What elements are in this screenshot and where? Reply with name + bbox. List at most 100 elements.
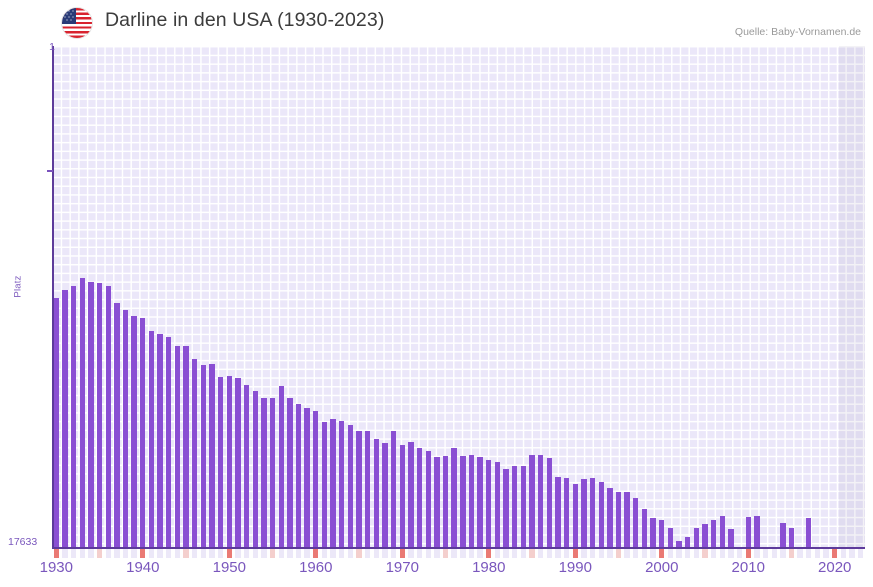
bar[interactable] [494, 462, 501, 549]
bar[interactable] [468, 455, 475, 549]
bar[interactable] [226, 375, 232, 549]
bar[interactable] [356, 430, 362, 549]
bar[interactable] [416, 448, 423, 549]
bar[interactable] [373, 438, 379, 549]
bar[interactable] [581, 479, 587, 549]
bar[interactable] [166, 336, 172, 549]
x-axis-tick [728, 549, 734, 558]
bar[interactable] [70, 286, 77, 549]
bar[interactable] [140, 317, 146, 549]
bar[interactable] [382, 443, 388, 549]
x-axis-tick [217, 549, 224, 558]
bar[interactable] [122, 309, 129, 549]
bar[interactable] [607, 487, 613, 549]
bar[interactable] [572, 484, 578, 549]
bar[interactable] [650, 518, 656, 549]
bar[interactable] [192, 358, 198, 549]
bar[interactable] [537, 454, 544, 549]
bar[interactable] [477, 457, 483, 549]
bar[interactable] [209, 364, 215, 549]
bar[interactable] [330, 418, 336, 549]
bar[interactable] [745, 516, 751, 549]
bar[interactable] [79, 277, 85, 549]
bar[interactable] [62, 289, 68, 549]
bar[interactable] [702, 523, 708, 549]
x-axis-tick [529, 549, 535, 558]
bar[interactable] [105, 285, 111, 549]
bar[interactable] [408, 442, 414, 549]
bar[interactable] [390, 430, 397, 549]
bar[interactable] [148, 330, 155, 549]
bar[interactable] [295, 403, 302, 549]
bar[interactable] [546, 457, 552, 549]
bar[interactable] [806, 517, 812, 549]
bar[interactable] [243, 385, 250, 549]
bar[interactable] [460, 455, 466, 549]
bar[interactable] [313, 411, 319, 549]
bar[interactable] [399, 444, 405, 549]
x-axis-tick [710, 549, 717, 558]
bar[interactable] [754, 516, 760, 549]
bar[interactable] [486, 460, 492, 549]
bar[interactable] [520, 465, 527, 549]
bar[interactable] [728, 528, 734, 549]
bar[interactable] [114, 303, 120, 549]
bar[interactable] [261, 398, 267, 549]
bar[interactable] [434, 457, 440, 549]
x-axis-tick [140, 549, 146, 558]
x-axis-label: 1990 [558, 559, 592, 576]
bar[interactable] [174, 346, 181, 549]
bar[interactable] [365, 431, 371, 549]
chart-header: Darline in den USA (1930-2023) Quelle: B… [0, 0, 873, 44]
bar[interactable] [503, 468, 509, 549]
bar[interactable] [96, 283, 103, 549]
bar[interactable] [563, 477, 570, 549]
x-axis-tick [321, 549, 328, 558]
bar[interactable] [53, 297, 59, 549]
bar[interactable] [685, 537, 691, 549]
bar[interactable] [235, 377, 241, 549]
x-axis-label: 2020 [818, 559, 852, 576]
bar[interactable] [641, 508, 648, 549]
x-axis-tick [261, 549, 267, 558]
bar[interactable] [287, 397, 293, 549]
bar[interactable] [633, 498, 639, 549]
bar[interactable] [780, 523, 786, 549]
bar[interactable] [339, 421, 345, 549]
bar[interactable] [615, 492, 622, 549]
bar[interactable] [512, 466, 518, 549]
us-flag-icon [62, 8, 92, 38]
bar[interactable] [217, 376, 224, 549]
x-axis-label: 1980 [472, 559, 506, 576]
x-axis-line [52, 547, 865, 549]
bar[interactable] [598, 482, 604, 549]
bar[interactable] [667, 527, 674, 549]
bar[interactable] [788, 528, 795, 549]
bar[interactable] [529, 455, 535, 549]
x-axis-tick [615, 549, 622, 558]
bar[interactable] [710, 520, 717, 549]
bar[interactable] [252, 391, 258, 549]
bar[interactable] [269, 398, 276, 549]
bar[interactable] [676, 540, 682, 549]
bar[interactable] [659, 519, 665, 549]
bar[interactable] [693, 528, 700, 549]
bar[interactable] [719, 515, 725, 549]
bar[interactable] [589, 477, 596, 549]
bar[interactable] [200, 365, 207, 549]
bar[interactable] [425, 451, 431, 549]
bar[interactable] [451, 448, 457, 549]
x-axis-tick [105, 549, 111, 558]
bar[interactable] [88, 281, 94, 549]
bar[interactable] [304, 407, 310, 549]
bar[interactable] [321, 422, 328, 549]
bar[interactable] [183, 346, 189, 549]
bar[interactable] [278, 386, 284, 549]
bar[interactable] [131, 316, 137, 549]
bar[interactable] [555, 476, 561, 549]
x-axis-tick [192, 549, 198, 558]
bar[interactable] [157, 334, 163, 549]
bar[interactable] [624, 491, 630, 549]
bar[interactable] [347, 425, 354, 549]
bar[interactable] [442, 456, 449, 549]
